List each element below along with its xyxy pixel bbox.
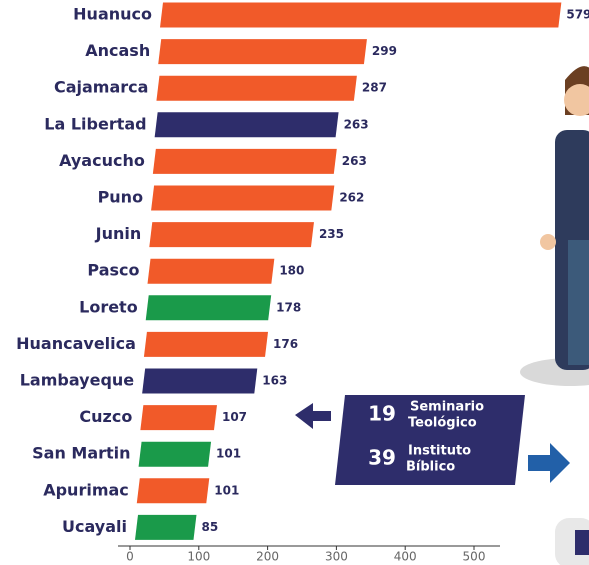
x-tick-label: 300 <box>325 550 348 564</box>
bar <box>135 514 197 540</box>
value-label: 101 <box>216 447 241 461</box>
category-label: Apurimac <box>43 480 129 499</box>
category-label: Cajamarca <box>54 78 148 97</box>
info-text: Teológico <box>408 416 477 431</box>
value-label: 180 <box>279 264 304 278</box>
bar <box>156 75 357 101</box>
x-tick-label: 500 <box>463 550 486 564</box>
value-label: 176 <box>273 337 298 351</box>
category-label: San Martin <box>32 444 130 463</box>
x-tick-label: 200 <box>256 550 279 564</box>
category-label: Ucayali <box>62 517 127 536</box>
info-box <box>295 395 570 485</box>
value-label: 263 <box>342 154 367 168</box>
x-tick-label: 400 <box>394 550 417 564</box>
category-label: Puno <box>98 188 144 207</box>
bar <box>158 39 367 65</box>
category-label: La Libertad <box>44 114 146 133</box>
category-label: Ancash <box>85 41 150 60</box>
x-tick-label: 0 <box>126 550 134 564</box>
bar <box>154 112 339 138</box>
bar <box>160 2 562 28</box>
bar <box>145 295 272 321</box>
x-tick-label: 100 <box>187 550 210 564</box>
category-label: Huanuco <box>73 5 152 24</box>
value-label: 107 <box>222 410 247 424</box>
info-text: Seminario <box>410 400 484 415</box>
value-label: 235 <box>319 227 344 241</box>
category-label: Ayacucho <box>59 151 145 170</box>
illustration <box>520 66 589 565</box>
value-label: 262 <box>339 191 364 205</box>
category-label: Cuzco <box>79 407 132 426</box>
bar <box>140 405 217 431</box>
value-label: 85 <box>201 520 218 534</box>
bar <box>151 185 335 211</box>
info-text: Instituto <box>408 444 471 459</box>
category-label: Loreto <box>79 297 138 316</box>
bar <box>136 478 210 504</box>
value-label: 101 <box>214 483 239 497</box>
value-label: 178 <box>276 300 301 314</box>
value-label: 287 <box>362 81 387 95</box>
category-label: Junin <box>95 224 142 243</box>
bar <box>138 441 212 467</box>
info-number: 39 <box>368 446 396 470</box>
value-label: 299 <box>372 44 397 58</box>
bar <box>152 148 337 174</box>
value-label: 263 <box>344 117 369 131</box>
bar <box>142 368 258 394</box>
value-label: 163 <box>262 374 287 388</box>
category-label: Pasco <box>87 261 139 280</box>
category-label: Lambayeque <box>20 371 135 390</box>
bar <box>143 331 269 357</box>
value-label: 579 <box>566 8 589 22</box>
info-number: 19 <box>368 402 396 426</box>
category-label: Huancavelica <box>16 334 136 353</box>
info-text: Bíblico <box>406 460 455 475</box>
bar <box>149 222 314 248</box>
bar <box>147 258 275 284</box>
